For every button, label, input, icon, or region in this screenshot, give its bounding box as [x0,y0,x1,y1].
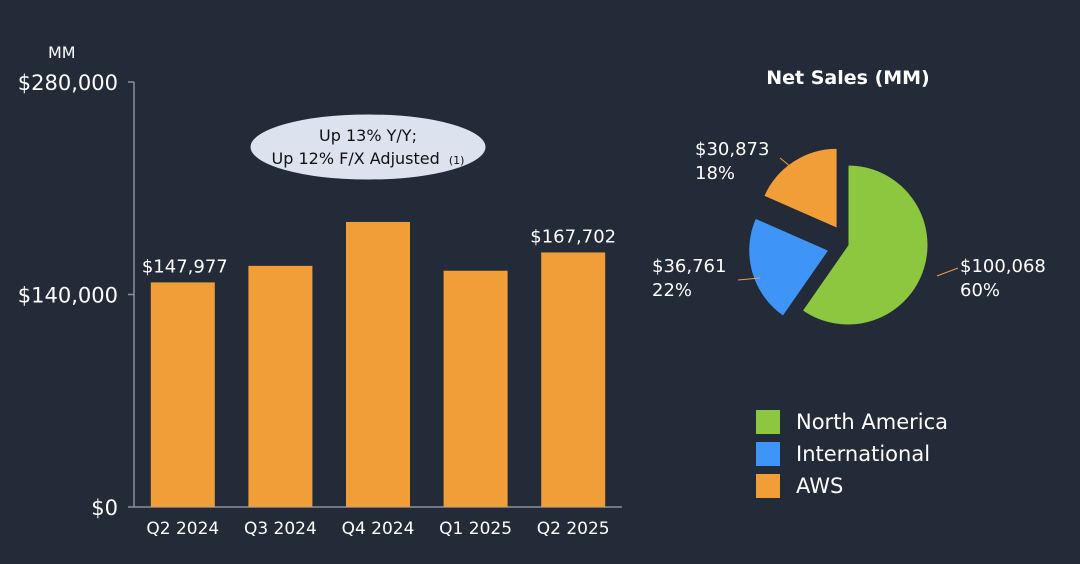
growth-callout: Up 13% Y/Y; Up 12% F/X Adjusted (1) [249,113,487,181]
callout-line-2-text: Up 12% F/X Adjusted [272,149,440,168]
bar-data-label: $167,702 [530,226,616,247]
pie-legend: North America International AWS [756,406,948,502]
pie-value-label: $36,761 [652,256,726,277]
pie-leader-line [936,267,959,277]
legend-item: International [756,438,948,470]
callout-line-1: Up 13% Y/Y; [319,126,417,145]
bar [346,221,410,508]
pie-leader-line [779,157,798,173]
pie-percent-label: 60% [960,280,1000,301]
pie-chart: Net Sales (MM) $100,068 60% $36,761 22% $30,… [652,67,1046,326]
legend-swatch [756,410,780,434]
x-tick-label: Q4 2024 [342,519,415,539]
pie-slice [748,217,830,317]
pie-value-label: $30,873 [695,139,769,160]
unit-label: MM [48,43,76,62]
legend-label: AWS [796,474,844,498]
bar [150,282,215,507]
y-tick-label: $0 [91,496,118,520]
x-axis-labels: Q2 2024 Q3 2024 Q4 2024 Q1 2025 Q2 2025 [146,519,609,539]
x-tick-label: Q2 2025 [537,519,610,539]
legend-swatch [756,474,780,498]
legend-item: North America [756,406,948,438]
bar-chart: MM $0 $140,000 $280,000 Q2 2024 Q3 2024 Q4 2… [18,43,622,539]
pie-percent-label: 22% [652,280,692,301]
x-tick-label: Q3 2024 [244,519,317,539]
legend-item: AWS [756,470,948,502]
y-tick-label: $140,000 [18,284,118,308]
y-axis-ticks: $0 $140,000 $280,000 [18,71,134,520]
legend-label: North America [796,410,949,434]
x-tick-label: Q1 2025 [439,519,512,539]
bar-data-labels: $147,977 $167,702 [142,226,616,277]
bar-data-label: $147,977 [142,256,228,277]
bar [541,252,606,507]
pie-slice [763,147,838,230]
pie-slice [801,164,929,326]
legend-swatch [756,442,780,466]
bar [443,270,508,507]
callout-line-2: Up 12% F/X Adjusted (1) [272,149,465,168]
bar [248,265,313,507]
pie-slices [748,147,929,326]
callout-footnote: (1) [449,154,465,167]
x-tick-label: Q2 2024 [146,519,219,539]
pie-leader-line [737,277,761,281]
pie-labels: $100,068 60% $36,761 22% $30,873 18% [652,139,1046,301]
bars [150,221,606,508]
callout-bubble [249,113,487,181]
y-tick-label: $280,000 [18,71,118,95]
pie-value-label: $100,068 [960,256,1046,277]
pie-percent-label: 18% [695,163,735,184]
pie-title: Net Sales (MM) [766,67,930,89]
legend-label: International [796,442,931,466]
